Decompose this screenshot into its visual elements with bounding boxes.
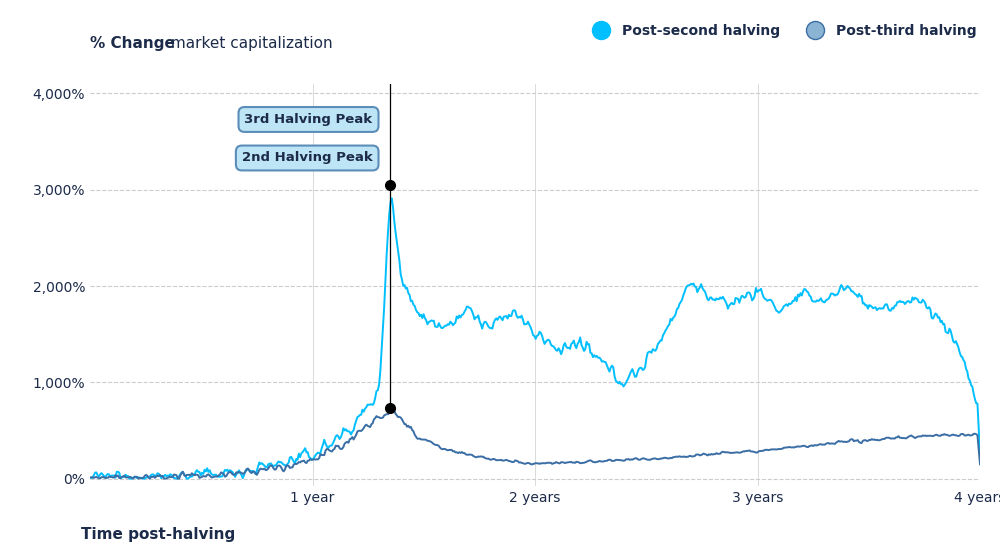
Text: market capitalization: market capitalization xyxy=(166,36,332,50)
Text: % Change: % Change xyxy=(90,36,175,50)
Text: 2nd Halving Peak: 2nd Halving Peak xyxy=(242,151,373,164)
Legend: Post-second halving, Post-third halving: Post-second halving, Post-third halving xyxy=(582,18,982,44)
Text: Time post-halving: Time post-halving xyxy=(81,527,235,542)
Text: 3rd Halving Peak: 3rd Halving Peak xyxy=(244,113,373,126)
